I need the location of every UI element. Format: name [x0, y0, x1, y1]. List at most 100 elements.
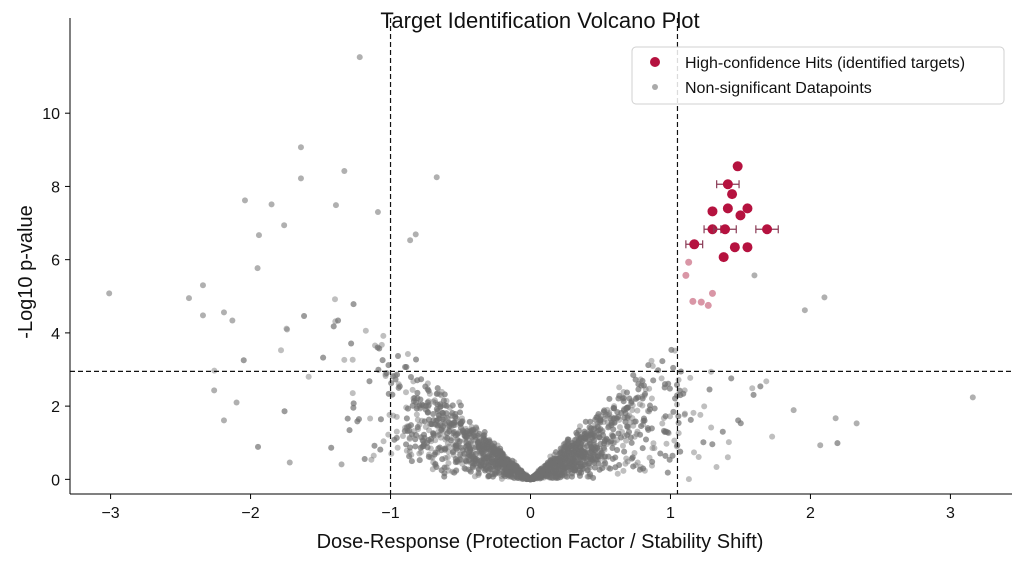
nonsig-point [350, 301, 357, 308]
nonsig-point [576, 469, 583, 476]
nonsig-point [673, 443, 680, 450]
nonsig-point [631, 433, 638, 440]
nonsig-point [516, 467, 523, 474]
nonsig-point [456, 456, 463, 463]
nonsig-point [341, 168, 348, 175]
nonsig-point [459, 460, 466, 467]
nonsig-point [518, 471, 525, 478]
nonsig-point [498, 453, 505, 460]
nonsig-point [418, 448, 425, 455]
nonsig-point [485, 462, 492, 469]
nonsig-point [468, 434, 475, 441]
nonsig-point [632, 418, 639, 425]
nonsig-point [417, 445, 424, 452]
nonsig-point [569, 470, 576, 477]
nonsig-point [432, 399, 439, 406]
nonsig-point [565, 447, 572, 454]
nonsig-point [557, 470, 564, 477]
nonsig-point [508, 467, 515, 474]
nonsig-point [571, 449, 578, 456]
nonsig-point [500, 468, 507, 475]
nonsig-point [510, 465, 517, 472]
nonsig-point [484, 465, 491, 472]
nonsig-point [521, 474, 528, 481]
nonsig-point [566, 459, 573, 466]
nonsig-point [476, 439, 483, 446]
nonsig-point [542, 464, 549, 471]
nonsig-point [361, 456, 368, 463]
hit-point [689, 239, 700, 250]
nonsig-point [449, 402, 456, 409]
nonsig-point [470, 462, 477, 469]
nonsig-point [645, 408, 652, 415]
nonsig-point [597, 413, 604, 420]
nonsig-point [404, 428, 411, 435]
nonsig-point [426, 390, 433, 397]
nonsig-point [521, 473, 528, 480]
nonsig-point [483, 446, 490, 453]
nonsig-point [509, 464, 516, 471]
nonsig-point [551, 473, 558, 480]
nonsig-point [516, 471, 523, 478]
nonsig-point [677, 392, 684, 399]
nonsig-point [453, 445, 460, 452]
legend-label-nonsig: Non-significant Datapoints [685, 80, 872, 97]
nonsig-point [501, 460, 508, 467]
nonsig-point [450, 452, 457, 459]
nonsig-point [412, 443, 419, 450]
nonsig-point [573, 441, 580, 448]
nonsig-point [496, 463, 503, 470]
nonsig-point [600, 409, 607, 416]
nonsig-point [558, 458, 565, 465]
nonsig-point [422, 424, 429, 431]
nonsig-point [530, 474, 537, 481]
nonsig-point [619, 394, 626, 401]
nonsig-point [534, 472, 541, 479]
nonsig-point [521, 473, 528, 480]
nonsig-point [374, 344, 381, 351]
hit-point [722, 203, 733, 214]
nonsig-point [586, 437, 593, 444]
nonsig-point [700, 439, 707, 446]
nonsig-point [626, 428, 633, 435]
nonsig-point [569, 457, 576, 464]
nonsig-point [548, 459, 555, 466]
nonsig-point [632, 376, 639, 383]
nonsig-point [571, 461, 578, 468]
nonsig-point [526, 476, 533, 483]
nonsig-point [669, 452, 676, 459]
nonsig-point [651, 405, 658, 412]
nonsig-point [584, 436, 591, 443]
nonsig-point [591, 459, 598, 466]
nonsig-point [301, 313, 308, 320]
nonsig-point [586, 449, 593, 456]
nonsig-point [540, 474, 547, 481]
nonsig-point [516, 469, 523, 476]
nonsig-point [377, 416, 384, 423]
nonsig-point [590, 451, 597, 458]
nonsig-point [575, 435, 582, 442]
nonsig-point [505, 463, 512, 470]
nonsig-point [483, 444, 490, 451]
nonsig-point [407, 237, 414, 244]
nonsig-point [581, 428, 588, 435]
nonsig-point [709, 441, 716, 448]
nonsig-point [584, 467, 591, 474]
nonsig-point [445, 419, 452, 426]
nonsig-point [448, 423, 455, 430]
nonsig-point [489, 444, 496, 451]
nonsig-point [546, 463, 553, 470]
nonsig-point [495, 449, 502, 456]
nonsig-point [576, 460, 583, 467]
nonsig-point [550, 468, 557, 475]
nonsig-point [403, 441, 410, 448]
nonsig-point [538, 467, 545, 474]
nonsig-point [404, 351, 411, 358]
nonsig-point [362, 327, 369, 334]
nonsig-point [505, 473, 512, 480]
nonsig-point [573, 448, 580, 455]
nonsig-point [522, 475, 529, 482]
nonsig-point [412, 436, 419, 443]
nonsig-point [486, 452, 493, 459]
nonsig-point [642, 390, 649, 397]
